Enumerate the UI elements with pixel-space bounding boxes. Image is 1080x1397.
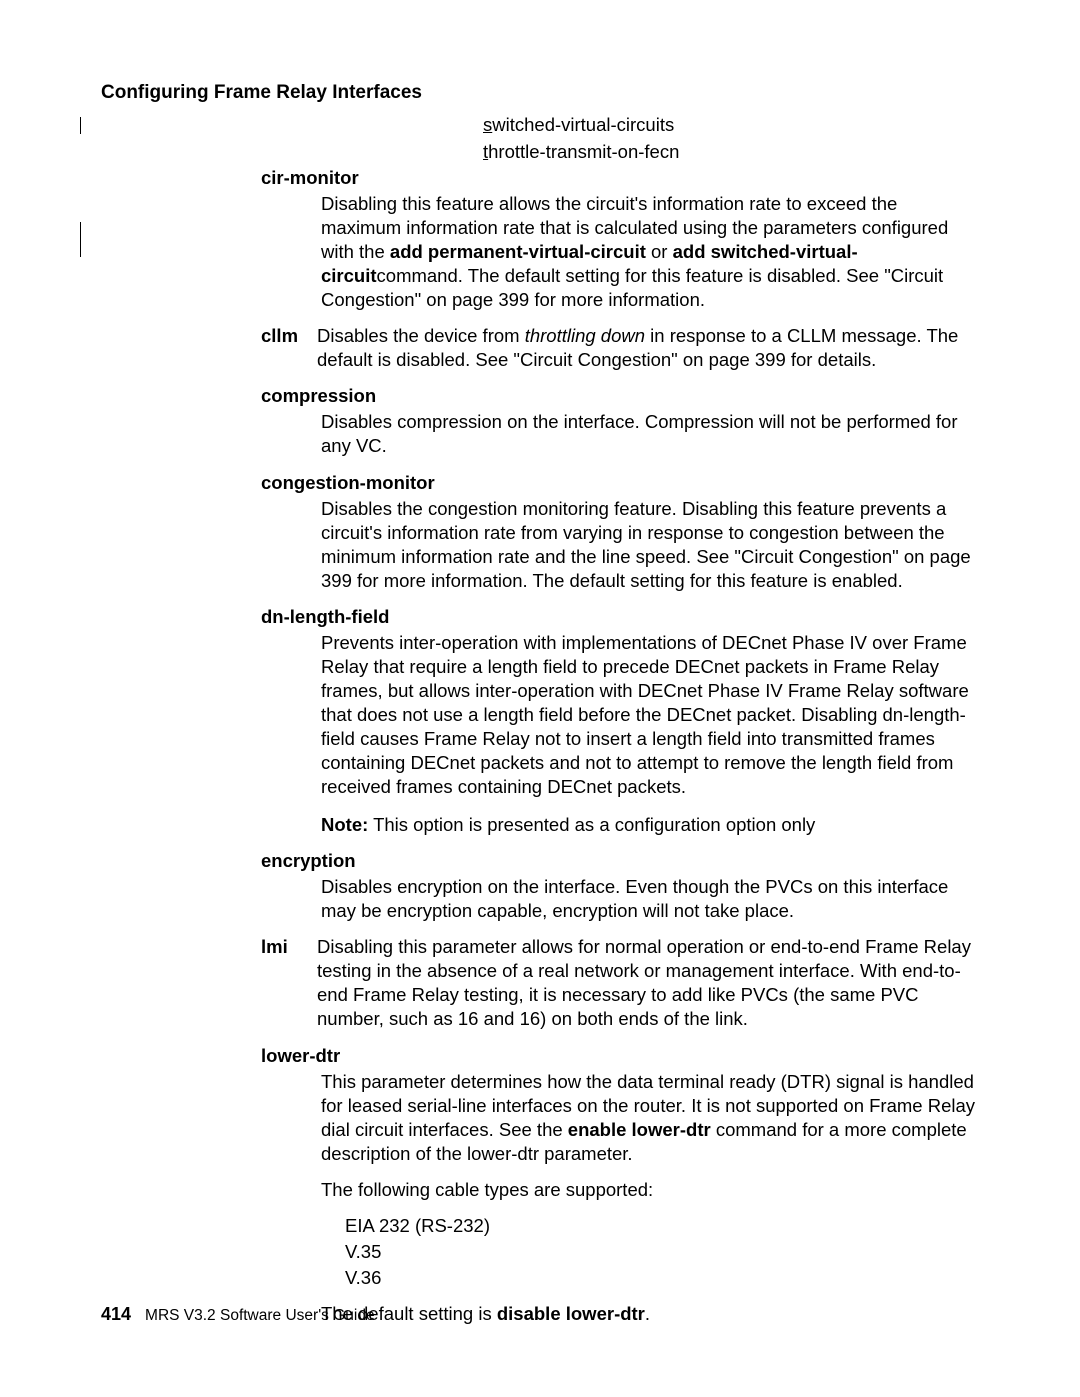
cable-item: V.36 — [345, 1266, 981, 1290]
para-default-setting: The default setting is disable lower-dtr… — [321, 1302, 981, 1326]
def-encryption: Disables encryption on the interface. Ev… — [321, 875, 981, 923]
page-footer: 414 MRS V3.2 Software User's Guide — [101, 1303, 375, 1326]
definition-list: cir-monitor Disabling this feature allow… — [261, 166, 981, 1326]
term-lmi: lmi — [261, 935, 317, 959]
option-throttle-transmit-on-fecn: throttle-transmit-on-fecn — [483, 140, 679, 164]
doc-page: Configuring Frame Relay Interfaces switc… — [0, 0, 1080, 1397]
text: Disables the device from — [317, 325, 525, 346]
cmd-add-pvc: add permanent-virtual-circuit — [390, 241, 646, 262]
text: or — [646, 241, 673, 262]
revision-bar — [80, 222, 85, 257]
cable-types-list: EIA 232 (RS-232) V.35 V.36 — [345, 1214, 981, 1290]
page-number: 414 — [101, 1304, 131, 1324]
term-cir-monitor: cir-monitor — [261, 166, 981, 190]
option-switched-virtual-circuits: switched-virtual-circuits — [483, 113, 674, 137]
cable-item: EIA 232 (RS-232) — [345, 1214, 981, 1238]
para-cable-types-intro: The following cable types are supported: — [321, 1178, 981, 1202]
term-congestion-monitor: congestion-monitor — [261, 471, 981, 495]
term-cllm: cllm — [261, 324, 317, 348]
cmd-enable-lower-dtr: enable lower-dtr — [568, 1119, 711, 1140]
def-dn-length-field: Prevents inter-operation with implementa… — [321, 631, 981, 799]
term-lower-dtr: lower-dtr — [261, 1044, 981, 1068]
text: . — [645, 1303, 650, 1324]
def-cir-monitor: Disabling this feature allows the circui… — [321, 192, 981, 312]
def-compression: Disables compression on the interface. C… — [321, 410, 981, 458]
note-dn-length-field: Note: This option is presented as a conf… — [321, 813, 981, 837]
def-lower-dtr: This parameter determines how the data t… — [321, 1070, 981, 1166]
term-dn-length-field: dn-length-field — [261, 605, 981, 629]
def-congestion-monitor: Disables the congestion monitoring featu… — [321, 497, 981, 593]
cmd-disable-lower-dtr: disable lower-dtr — [497, 1303, 645, 1324]
entry-cllm: cllmDisables the device from throttling … — [261, 312, 981, 372]
italic-throttling-down: throttling down — [525, 325, 645, 346]
term-encryption: encryption — [261, 849, 981, 873]
section-title: Configuring Frame Relay Interfaces — [101, 81, 422, 106]
term-compression: compression — [261, 384, 981, 408]
cable-item: V.35 — [345, 1240, 981, 1264]
note-label: Note: — [321, 814, 368, 835]
note-text: This option is presented as a configurat… — [368, 814, 815, 835]
def-cllm: Disables the device from throttling down… — [317, 324, 971, 372]
revision-bar — [80, 117, 85, 134]
entry-lmi: lmiDisabling this parameter allows for n… — [261, 923, 981, 1031]
def-lmi: Disabling this parameter allows for norm… — [317, 935, 971, 1031]
doc-title: MRS V3.2 Software User's Guide — [145, 1307, 375, 1324]
text: command. The default setting for this fe… — [321, 265, 943, 310]
